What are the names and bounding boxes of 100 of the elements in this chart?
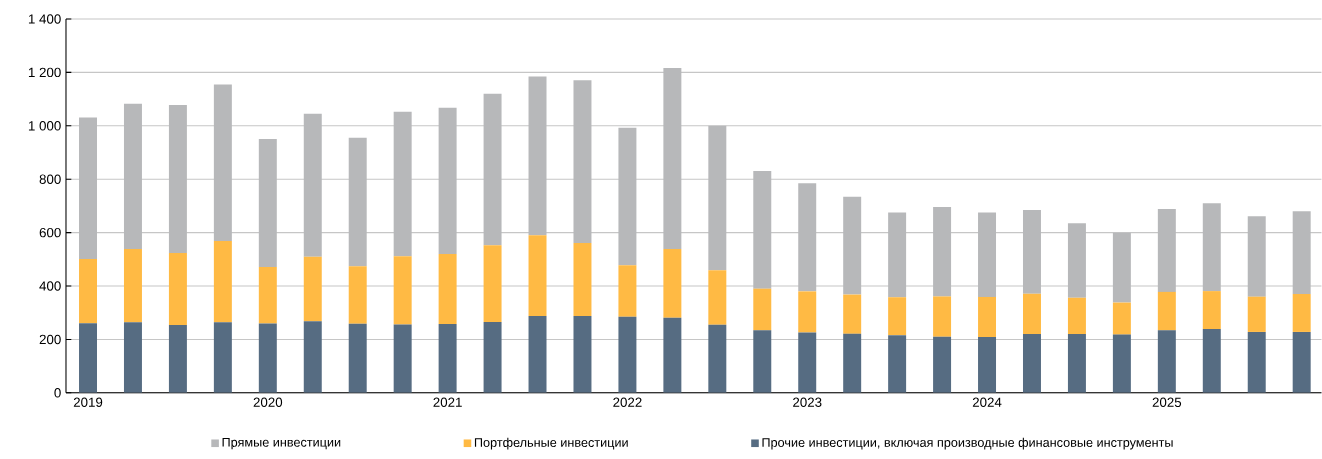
bar: [168, 325, 187, 393]
bar: [798, 183, 817, 292]
bar: [1292, 294, 1311, 333]
x-tick-label: 2023: [793, 397, 822, 408]
bar: [888, 297, 907, 336]
bar: [393, 324, 412, 393]
bar: [213, 84, 232, 241]
bar: [618, 127, 637, 266]
bar: [1202, 203, 1221, 292]
bar: [1022, 293, 1041, 335]
legend-label: Прочие инвестиции, включая производные финансовые инструменты: [762, 437, 1173, 450]
bar: [798, 291, 817, 333]
bar: [393, 256, 412, 325]
bar: [1157, 209, 1176, 292]
y-tick-label: 0: [54, 388, 61, 398]
bar: [843, 196, 862, 295]
bar: [933, 207, 952, 297]
bar: [933, 336, 952, 393]
bar: [618, 316, 637, 393]
bar: [258, 138, 277, 268]
bar: [528, 316, 547, 393]
y-tick-label: 600: [39, 227, 61, 238]
y-tick-label: 1 200: [28, 67, 61, 78]
bar: [438, 254, 457, 325]
bar: [1112, 334, 1131, 393]
bar: [123, 322, 142, 393]
bar: [1157, 291, 1176, 331]
bar: [483, 93, 502, 246]
x-tick-label: 2022: [613, 397, 642, 408]
bar: [258, 323, 277, 393]
bar: [303, 321, 322, 393]
bar: [888, 335, 907, 393]
bar: [618, 265, 637, 317]
y-tick-label: 1 400: [28, 14, 61, 24]
bar: [303, 113, 322, 257]
bar: [1247, 216, 1266, 297]
bar: [79, 117, 97, 260]
bar: [573, 243, 592, 317]
bar: [708, 270, 727, 325]
x-tick-label: 2025: [1152, 397, 1182, 408]
y-tick-label: 800: [39, 174, 61, 185]
bar: [483, 245, 502, 323]
bar: [1112, 302, 1131, 335]
bar: [843, 333, 862, 393]
bar: [1247, 296, 1266, 333]
bar: [213, 322, 232, 393]
bar: [753, 171, 772, 289]
bar: [708, 125, 727, 271]
bar: [1067, 297, 1086, 335]
x-tick-label: 2021: [433, 397, 462, 408]
bar: [1292, 211, 1311, 295]
bar: [168, 252, 187, 326]
bar: [438, 324, 457, 393]
bar: [573, 316, 592, 393]
bar: [79, 323, 97, 393]
bar: [933, 296, 952, 337]
bar: [438, 107, 457, 255]
bar: [303, 256, 322, 322]
bar: [1247, 332, 1266, 393]
bar: [978, 297, 997, 338]
bar: [528, 235, 547, 317]
bar: [753, 330, 772, 393]
bar: [1022, 210, 1041, 294]
bar: [123, 248, 142, 323]
legend-label: Прямые инвестиции: [222, 438, 341, 450]
bar: [123, 103, 142, 249]
bar: [978, 212, 997, 298]
bar: [1202, 329, 1221, 393]
x-tick-label: 2020: [253, 397, 283, 408]
bar: [798, 332, 817, 393]
bar: [213, 240, 232, 323]
bar: [843, 294, 862, 334]
bar: [1292, 332, 1311, 393]
bar: [1022, 334, 1041, 393]
bar: [348, 323, 367, 393]
bar: [258, 267, 277, 324]
bar: [978, 337, 997, 393]
bar: [393, 111, 412, 257]
y-tick-label: 400: [39, 281, 61, 291]
bar: [348, 137, 367, 267]
x-tick-label: 2024: [972, 397, 1002, 408]
bar: [168, 105, 187, 253]
bar: [1157, 330, 1176, 393]
bar: [1112, 232, 1131, 303]
bar: [663, 68, 682, 249]
legend-label: Портфельные инвестиции: [474, 437, 628, 450]
bar: [888, 212, 907, 298]
x-tick-label: 2019: [73, 397, 103, 408]
bar: [79, 259, 97, 324]
bar: [573, 80, 592, 244]
bar: [528, 76, 547, 236]
bar: [348, 266, 367, 324]
y-tick-label: 1 000: [28, 121, 61, 131]
y-tick-label: 200: [39, 334, 61, 345]
bar: [708, 324, 727, 393]
bar: [663, 248, 682, 318]
bar: [663, 317, 682, 393]
bar: [483, 322, 502, 393]
bar: [1202, 291, 1221, 330]
bar: [1067, 334, 1086, 393]
